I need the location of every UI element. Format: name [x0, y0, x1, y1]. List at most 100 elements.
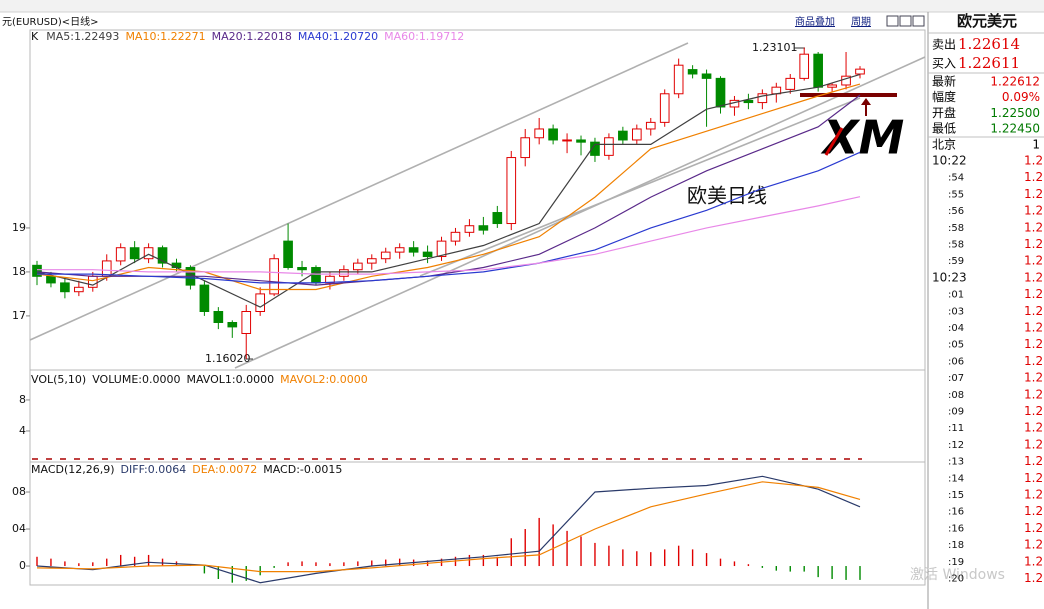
y-tick-label: 0 — [19, 559, 26, 572]
tick-price: 1.22 — [1024, 437, 1044, 451]
legend-entry: MA40:1.20720 — [298, 30, 378, 43]
legend-entry: MA60:1.19712 — [384, 30, 464, 43]
candle-body — [743, 99, 754, 104]
logo-accent — [824, 127, 844, 156]
candle-body — [659, 93, 670, 123]
tick-time: :58 — [948, 240, 964, 251]
candle-body — [604, 137, 614, 156]
quote-label: 最新 — [932, 74, 956, 89]
tick-time: :07 — [948, 373, 964, 384]
chart-caption: 欧美日线 — [687, 184, 767, 208]
y-tick-label: 17 — [12, 309, 26, 322]
candle-body — [269, 258, 279, 295]
candle-body — [353, 262, 363, 271]
btn-2[interactable] — [899, 15, 912, 27]
candle-body — [32, 264, 42, 277]
y-tick-label: 8 — [19, 393, 26, 406]
candle-body — [715, 77, 726, 108]
tick-price: 1.22 — [1024, 454, 1044, 468]
zone-value: 1 — [1032, 138, 1040, 152]
tick-time: :15 — [948, 490, 964, 501]
tick-price: 1.22 — [1024, 488, 1044, 502]
windows-watermark: 激活 Windows — [910, 566, 1005, 583]
window-buttons[interactable] — [886, 15, 925, 27]
btn-1[interactable] — [886, 15, 899, 27]
legend-entry: MA5:1.22493 — [46, 30, 119, 43]
candle-body — [213, 311, 224, 323]
tick-price: 1.22 — [1024, 187, 1044, 201]
tick-time: :54 — [948, 173, 964, 184]
candle-body — [548, 128, 558, 141]
tick-time: :09 — [948, 407, 964, 418]
channel-lines — [29, 42, 926, 369]
candle-body — [199, 284, 210, 313]
candle-body — [339, 269, 349, 277]
candle-body — [227, 321, 238, 328]
candle-body — [687, 69, 698, 75]
candle-body — [506, 157, 517, 225]
indicator-line — [37, 196, 861, 275]
candle-body — [283, 240, 293, 269]
tick-time: :05 — [948, 340, 964, 351]
y-tick-label: 08 — [12, 485, 26, 498]
candle-body — [576, 139, 586, 143]
btn-3[interactable] — [912, 15, 925, 27]
legend-prefix: K — [31, 30, 39, 43]
tick-price: 1.22 — [1024, 421, 1044, 435]
overlay-link[interactable]: 商品叠加 — [795, 15, 835, 28]
candle-body — [673, 64, 684, 95]
tick-price: 1.22 — [1024, 471, 1044, 485]
xm-logo: XM — [818, 111, 917, 165]
toolbar-strip — [0, 0, 1044, 12]
candle-body — [311, 267, 321, 284]
tick-price: 1.22 — [1024, 387, 1044, 401]
indicator-line — [36, 94, 861, 286]
tick-price: 1.22 — [1024, 287, 1044, 301]
tick-price: 1.22 — [1024, 154, 1044, 168]
tick-time: :03 — [948, 306, 964, 317]
candle-body — [74, 286, 84, 293]
candle-body — [241, 311, 252, 334]
tick-time: :13 — [948, 457, 964, 468]
sell-price: 1.22614 — [958, 35, 1020, 53]
candle-body — [436, 240, 447, 258]
candle-body — [394, 247, 405, 253]
y-tick-label: 18 — [12, 265, 26, 278]
sell-label: 卖出 — [932, 38, 956, 52]
quote-label: 幅度 — [932, 89, 956, 104]
legend-entry: DIFF:0.0064 — [121, 463, 187, 476]
zone-label: 北京 — [932, 138, 956, 152]
candle-body — [757, 93, 768, 104]
tick-time: :12 — [948, 440, 964, 451]
quote-title: 欧元美元 — [957, 12, 1017, 30]
quote-label: 最低 — [932, 122, 956, 136]
tick-price: 1.22 — [1024, 254, 1044, 268]
tick-price: 1.22 — [1024, 337, 1044, 351]
candle-body — [422, 251, 433, 258]
indicator-line — [36, 481, 861, 573]
candle-body — [129, 247, 140, 260]
period-link[interactable]: 周期 — [851, 16, 871, 28]
volume-title: VOL(5,10) — [31, 373, 86, 386]
candle-body — [618, 130, 628, 141]
candle-body — [478, 225, 489, 231]
indicator-line — [36, 83, 861, 291]
tick-price: 1.22 — [1024, 521, 1044, 535]
candle-body — [297, 267, 307, 271]
candle-body — [143, 247, 154, 260]
tick-time: :56 — [948, 206, 964, 217]
tick-time: 10:23 — [932, 270, 967, 284]
tick-time: :06 — [948, 356, 964, 367]
candle-body — [645, 121, 656, 130]
tick-price: 1.22 — [1024, 554, 1044, 568]
tick-time: 10:22 — [932, 154, 967, 168]
channel-mid — [419, 97, 861, 277]
channel-upper — [29, 42, 689, 341]
tick-time: :16 — [948, 507, 964, 518]
candle-body — [408, 247, 419, 253]
candle-body — [520, 137, 531, 159]
tick-time: :14 — [948, 473, 964, 484]
legend-entry: MACD:-0.0015 — [263, 463, 342, 476]
